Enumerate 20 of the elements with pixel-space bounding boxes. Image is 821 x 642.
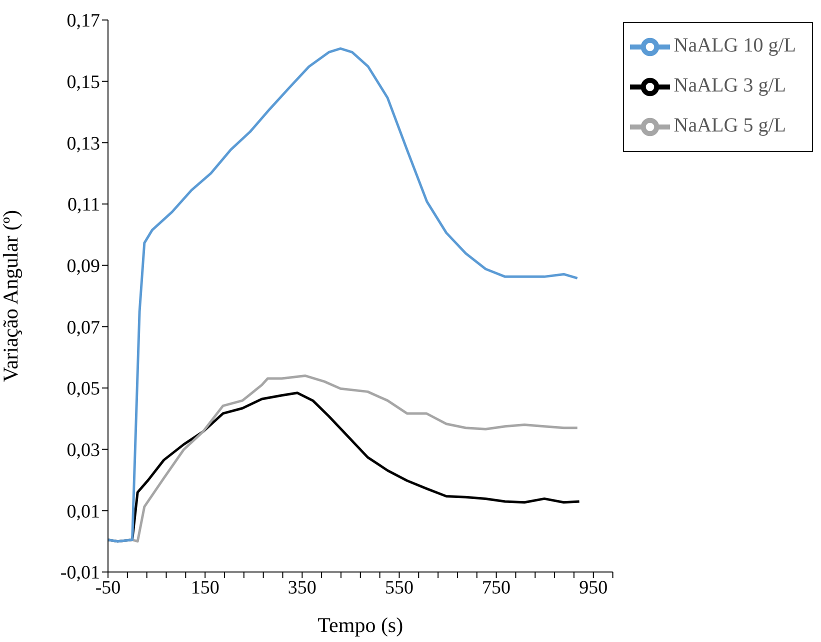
x-tick-label: 750 [482,577,511,598]
y-tick-label: 0,13 [66,133,100,154]
y-tick-label: 0,05 [66,378,100,400]
x-tick-label: 950 [579,577,608,598]
y-tick-label: 0,01 [66,501,100,522]
x-tick-label: 150 [190,577,220,598]
x-axis-title: Tempo (s) [318,613,404,637]
y-tick-label: 0,07 [66,317,100,338]
line-series [108,47,579,543]
legend-label: NaALG 3 g/L [674,74,786,97]
y-tick-label: 0,03 [66,440,100,462]
x-tick-label: 350 [288,577,316,598]
x-tick-label: 550 [384,577,414,598]
y-tick-label: 0,09 [66,256,100,278]
y-tick-label: 0,15 [66,72,100,94]
legend-label: NaALG 5 g/L [674,114,786,137]
y-axis-title: Variação Angular (º) [0,210,22,382]
y-tick-label: 0,11 [67,194,100,216]
legend-label: NaALG 10 g/L [674,34,796,57]
y-tick-label: 0,17 [66,10,100,32]
